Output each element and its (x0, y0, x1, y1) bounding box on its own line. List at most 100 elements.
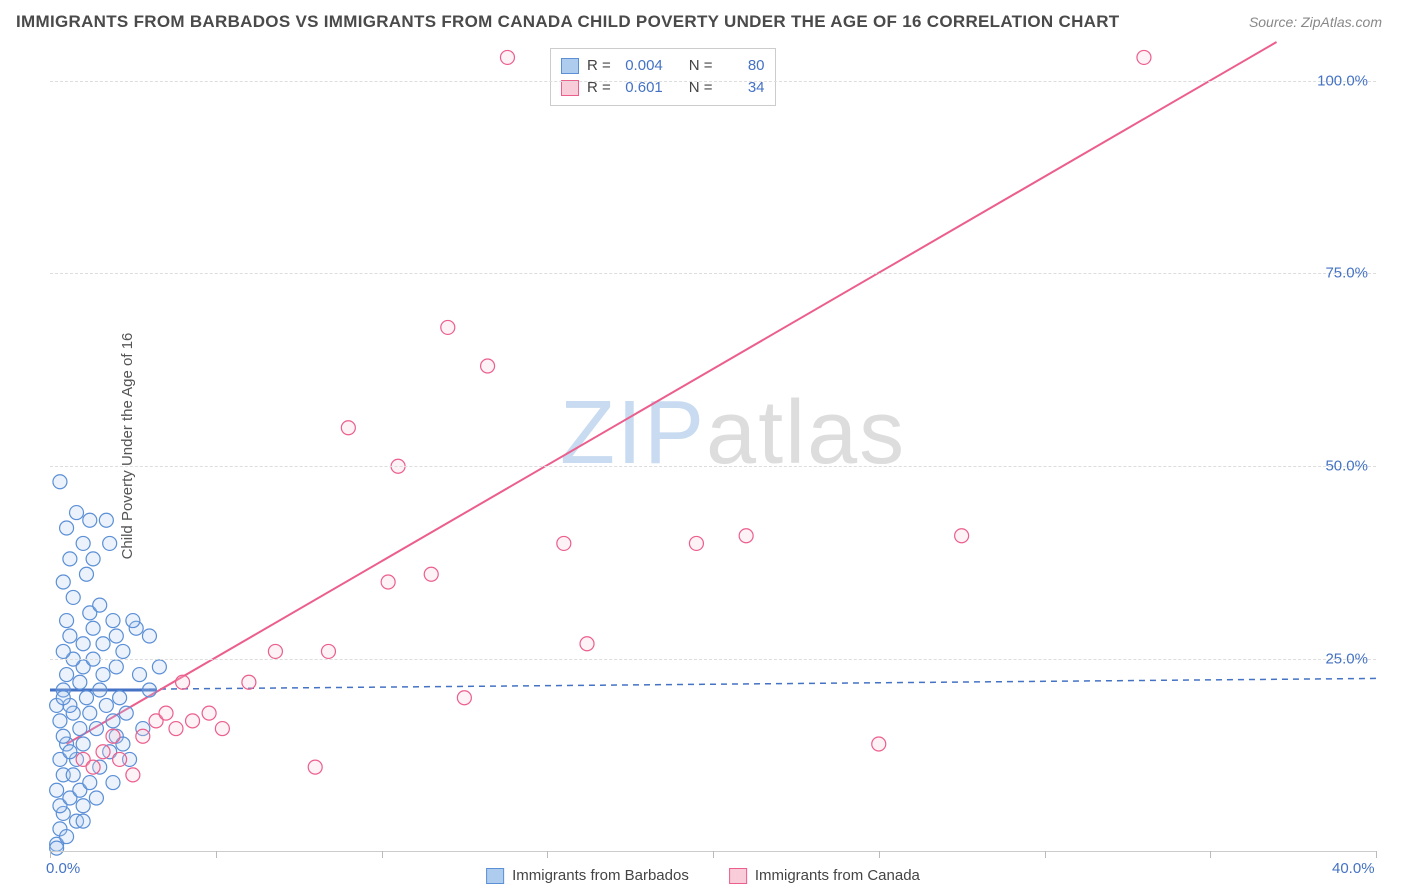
y-tick-label: 100.0% (1317, 72, 1368, 89)
data-point-barbados (63, 745, 77, 759)
data-point-canada (96, 745, 110, 759)
x-tick (1210, 851, 1211, 858)
data-point-canada (186, 714, 200, 728)
data-point-barbados (73, 675, 87, 689)
data-point-canada (381, 575, 395, 589)
data-point-barbados (109, 629, 123, 643)
data-point-barbados (99, 698, 113, 712)
data-point-canada (106, 729, 120, 743)
data-point-canada (176, 675, 190, 689)
legend-swatch (561, 58, 579, 74)
data-point-barbados (79, 567, 93, 581)
x-tick (547, 851, 548, 858)
data-point-canada (113, 752, 127, 766)
data-point-barbados (60, 668, 74, 682)
plot-svg (50, 42, 1376, 852)
series-legend: Immigrants from Barbados Immigrants from … (486, 867, 920, 884)
data-point-canada (739, 529, 753, 543)
data-point-canada (500, 50, 514, 64)
data-point-barbados (152, 660, 166, 674)
trend-line-canada (67, 42, 1277, 744)
data-point-barbados (63, 552, 77, 566)
data-point-canada (341, 421, 355, 435)
legend-row-barbados: R = 0.004N = 80 (561, 55, 765, 77)
data-point-barbados (79, 691, 93, 705)
data-point-barbados (56, 691, 70, 705)
chart-title: IMMIGRANTS FROM BARBADOS VS IMMIGRANTS F… (16, 12, 1120, 32)
x-tick (1045, 851, 1046, 858)
data-point-canada (308, 760, 322, 774)
grid-line (50, 273, 1376, 274)
data-point-barbados (89, 791, 103, 805)
data-point-barbados (86, 621, 100, 635)
x-tick (713, 851, 714, 858)
series-legend-item-barbados: Immigrants from Barbados (486, 867, 689, 884)
plot-area: ZIPatlas R = 0.004N = 80R = 0.601N = 34 … (50, 42, 1376, 852)
data-point-barbados (89, 722, 103, 736)
data-point-canada (126, 768, 140, 782)
data-point-barbados (60, 614, 74, 628)
data-point-barbados (70, 506, 84, 520)
data-point-barbados (66, 590, 80, 604)
data-point-barbados (93, 598, 107, 612)
data-point-canada (689, 536, 703, 550)
data-point-barbados (60, 830, 74, 844)
x-axis-origin-label: 0.0% (46, 860, 80, 877)
grid-line (50, 81, 1376, 82)
data-point-canada (159, 706, 173, 720)
data-point-canada (441, 320, 455, 334)
data-point-barbados (50, 841, 64, 855)
data-point-canada (169, 722, 183, 736)
data-point-canada (242, 675, 256, 689)
data-point-barbados (106, 714, 120, 728)
data-point-barbados (56, 644, 70, 658)
legend-n-label: N = (689, 55, 713, 77)
data-point-barbados (93, 683, 107, 697)
data-point-barbados (83, 706, 97, 720)
stats-legend: R = 0.004N = 80R = 0.601N = 34 (550, 48, 776, 106)
data-point-barbados (86, 552, 100, 566)
data-point-barbados (73, 722, 87, 736)
data-point-barbados (76, 737, 90, 751)
data-point-canada (557, 536, 571, 550)
data-point-barbados (50, 783, 64, 797)
data-point-canada (955, 529, 969, 543)
data-point-barbados (53, 475, 67, 489)
data-point-barbados (53, 714, 67, 728)
series-legend-item-canada: Immigrants from Canada (729, 867, 920, 884)
y-tick-label: 50.0% (1325, 458, 1368, 475)
data-point-barbados (83, 776, 97, 790)
series-name: Immigrants from Canada (755, 867, 920, 884)
data-point-barbados (76, 799, 90, 813)
data-point-canada (872, 737, 886, 751)
legend-r-label: R = (587, 55, 611, 77)
data-point-canada (268, 644, 282, 658)
data-point-barbados (56, 575, 70, 589)
x-tick (879, 851, 880, 858)
data-point-barbados (106, 776, 120, 790)
legend-swatch (486, 868, 504, 884)
data-point-barbados (76, 637, 90, 651)
x-tick (1376, 851, 1377, 858)
data-point-barbados (142, 629, 156, 643)
data-point-barbados (66, 768, 80, 782)
data-point-barbados (83, 513, 97, 527)
source-attribution: Source: ZipAtlas.com (1249, 14, 1382, 30)
x-tick (382, 851, 383, 858)
x-tick (50, 851, 51, 858)
legend-swatch (729, 868, 747, 884)
data-point-barbados (103, 536, 117, 550)
data-point-barbados (142, 683, 156, 697)
data-point-canada (86, 760, 100, 774)
data-point-barbados (96, 668, 110, 682)
chart-container: IMMIGRANTS FROM BARBADOS VS IMMIGRANTS F… (0, 0, 1406, 892)
data-point-canada (457, 691, 471, 705)
data-point-canada (481, 359, 495, 373)
source-value: ZipAtlas.com (1301, 14, 1382, 30)
data-point-barbados (63, 629, 77, 643)
data-point-barbados (60, 521, 74, 535)
data-point-canada (424, 567, 438, 581)
data-point-canada (202, 706, 216, 720)
data-point-canada (215, 722, 229, 736)
data-point-barbados (56, 729, 70, 743)
